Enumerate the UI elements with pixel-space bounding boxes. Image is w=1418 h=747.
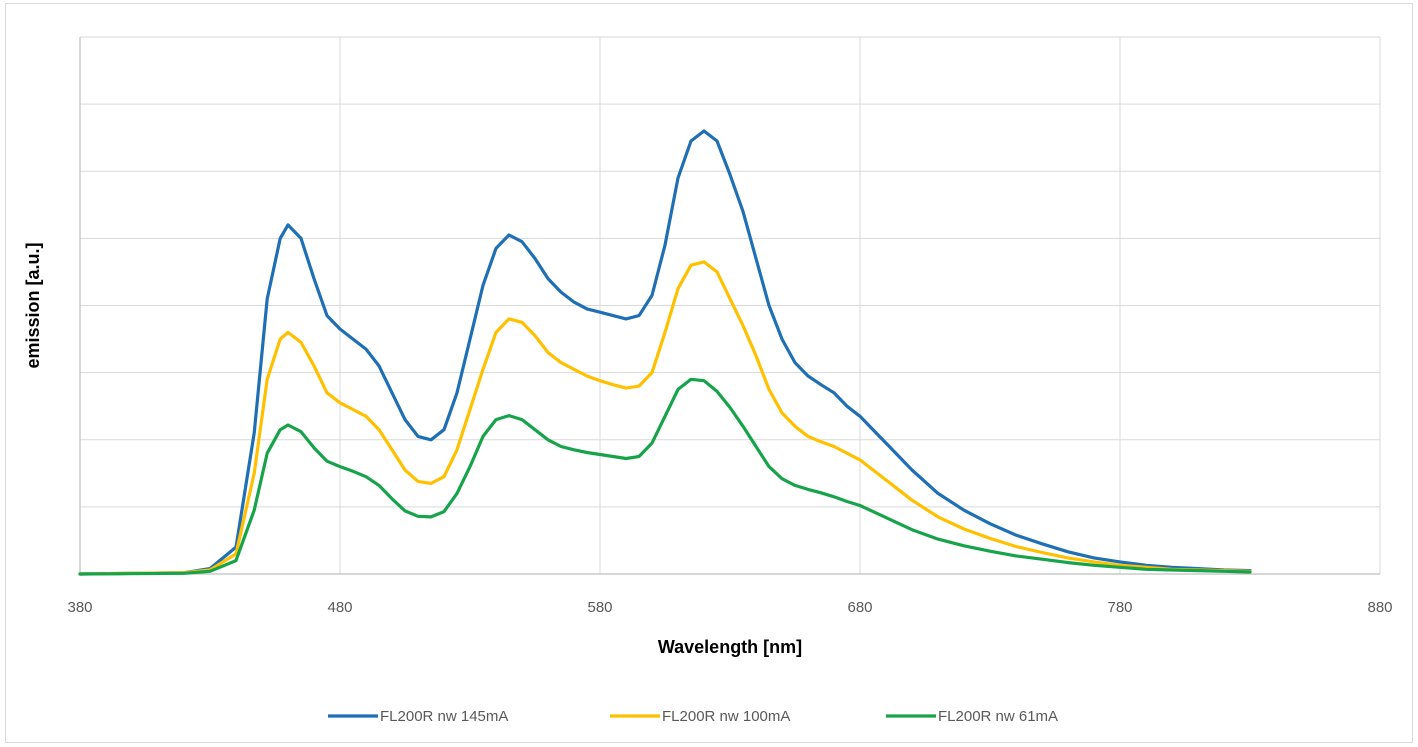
series-lines <box>78 129 1252 576</box>
legend-label: FL200R nw 61mA <box>938 708 1058 725</box>
x-tick-label: 680 <box>847 599 872 616</box>
gridlines <box>80 36 1381 574</box>
x-tick-label: 380 <box>67 599 92 616</box>
series-line-1 <box>78 129 1252 576</box>
legend-label: FL200R nw 100mA <box>662 708 790 725</box>
x-axis-title: Wavelength [nm] <box>658 637 802 657</box>
x-tick-label: 480 <box>327 599 352 616</box>
legend-item: FL200R nw 145mA <box>328 708 508 725</box>
legend-item: FL200R nw 100mA <box>610 708 790 725</box>
legend: FL200R nw 145mA FL200R nw 100mA FL200R nw … <box>328 708 1058 725</box>
y-axis-title: emission [a.u.] <box>23 242 43 368</box>
x-tick-label: 580 <box>587 599 612 616</box>
axes <box>79 37 1380 575</box>
series-line-3 <box>78 377 1252 576</box>
x-tick-label: 880 <box>1367 599 1392 616</box>
legend-item: FL200R nw 61mA <box>886 708 1058 725</box>
x-tick-labels: 380 480 580 680 780 880 <box>67 599 1392 616</box>
series-line-2 <box>78 260 1252 576</box>
legend-label: FL200R nw 145mA <box>380 708 508 725</box>
x-tick-label: 780 <box>1107 599 1132 616</box>
